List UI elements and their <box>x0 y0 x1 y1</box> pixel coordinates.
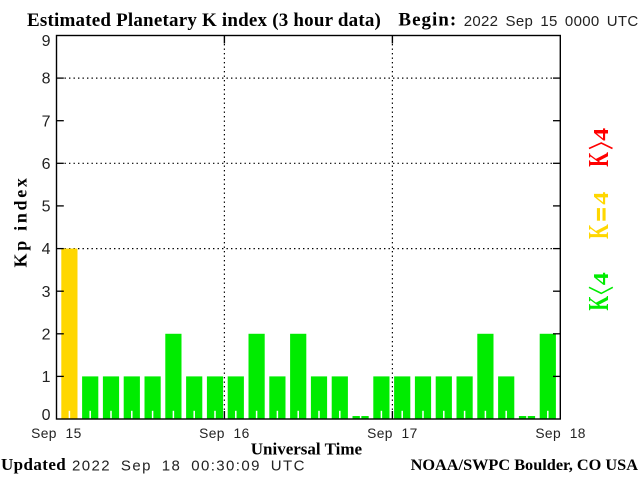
svg-text:6: 6 <box>42 156 51 173</box>
svg-text:Updated: Updated <box>1 455 66 474</box>
svg-text:3: 3 <box>42 284 51 301</box>
svg-text:Universal Time: Universal Time <box>251 440 363 459</box>
svg-text:K: K <box>583 152 615 167</box>
svg-text:Estimated Planetary K index (3: Estimated Planetary K index (3 hour data… <box>27 10 381 31</box>
svg-text:2: 2 <box>42 326 51 343</box>
svg-text:4: 4 <box>590 128 613 141</box>
svg-text:4: 4 <box>590 272 613 285</box>
svg-text:Sep 18: Sep 18 <box>535 426 586 441</box>
svg-text:2022 Sep 18 00:30:09 UTC: 2022 Sep 18 00:30:09 UTC <box>72 458 306 475</box>
svg-text:1: 1 <box>42 369 51 386</box>
svg-text:8: 8 <box>42 71 51 88</box>
svg-text:7: 7 <box>42 113 51 130</box>
svg-text:K: K <box>583 296 615 311</box>
svg-text:0: 0 <box>42 407 51 424</box>
svg-text:Begin:: Begin: <box>398 10 457 31</box>
svg-text:4: 4 <box>42 241 51 258</box>
svg-text:Sep 15: Sep 15 <box>31 426 82 441</box>
svg-text:NOAA/SWPC Boulder, CO USA: NOAA/SWPC Boulder, CO USA <box>411 455 639 474</box>
svg-text:Sep 16: Sep 16 <box>199 426 250 441</box>
svg-text:K: K <box>583 224 615 239</box>
svg-text:4: 4 <box>590 192 613 205</box>
svg-text:9: 9 <box>42 33 51 50</box>
svg-text:Kp index: Kp index <box>11 175 31 267</box>
svg-text:Sep 17: Sep 17 <box>367 426 418 441</box>
svg-text:5: 5 <box>42 199 51 216</box>
svg-text:2022 Sep 15 0000 UTC: 2022 Sep 15 0000 UTC <box>464 13 639 30</box>
